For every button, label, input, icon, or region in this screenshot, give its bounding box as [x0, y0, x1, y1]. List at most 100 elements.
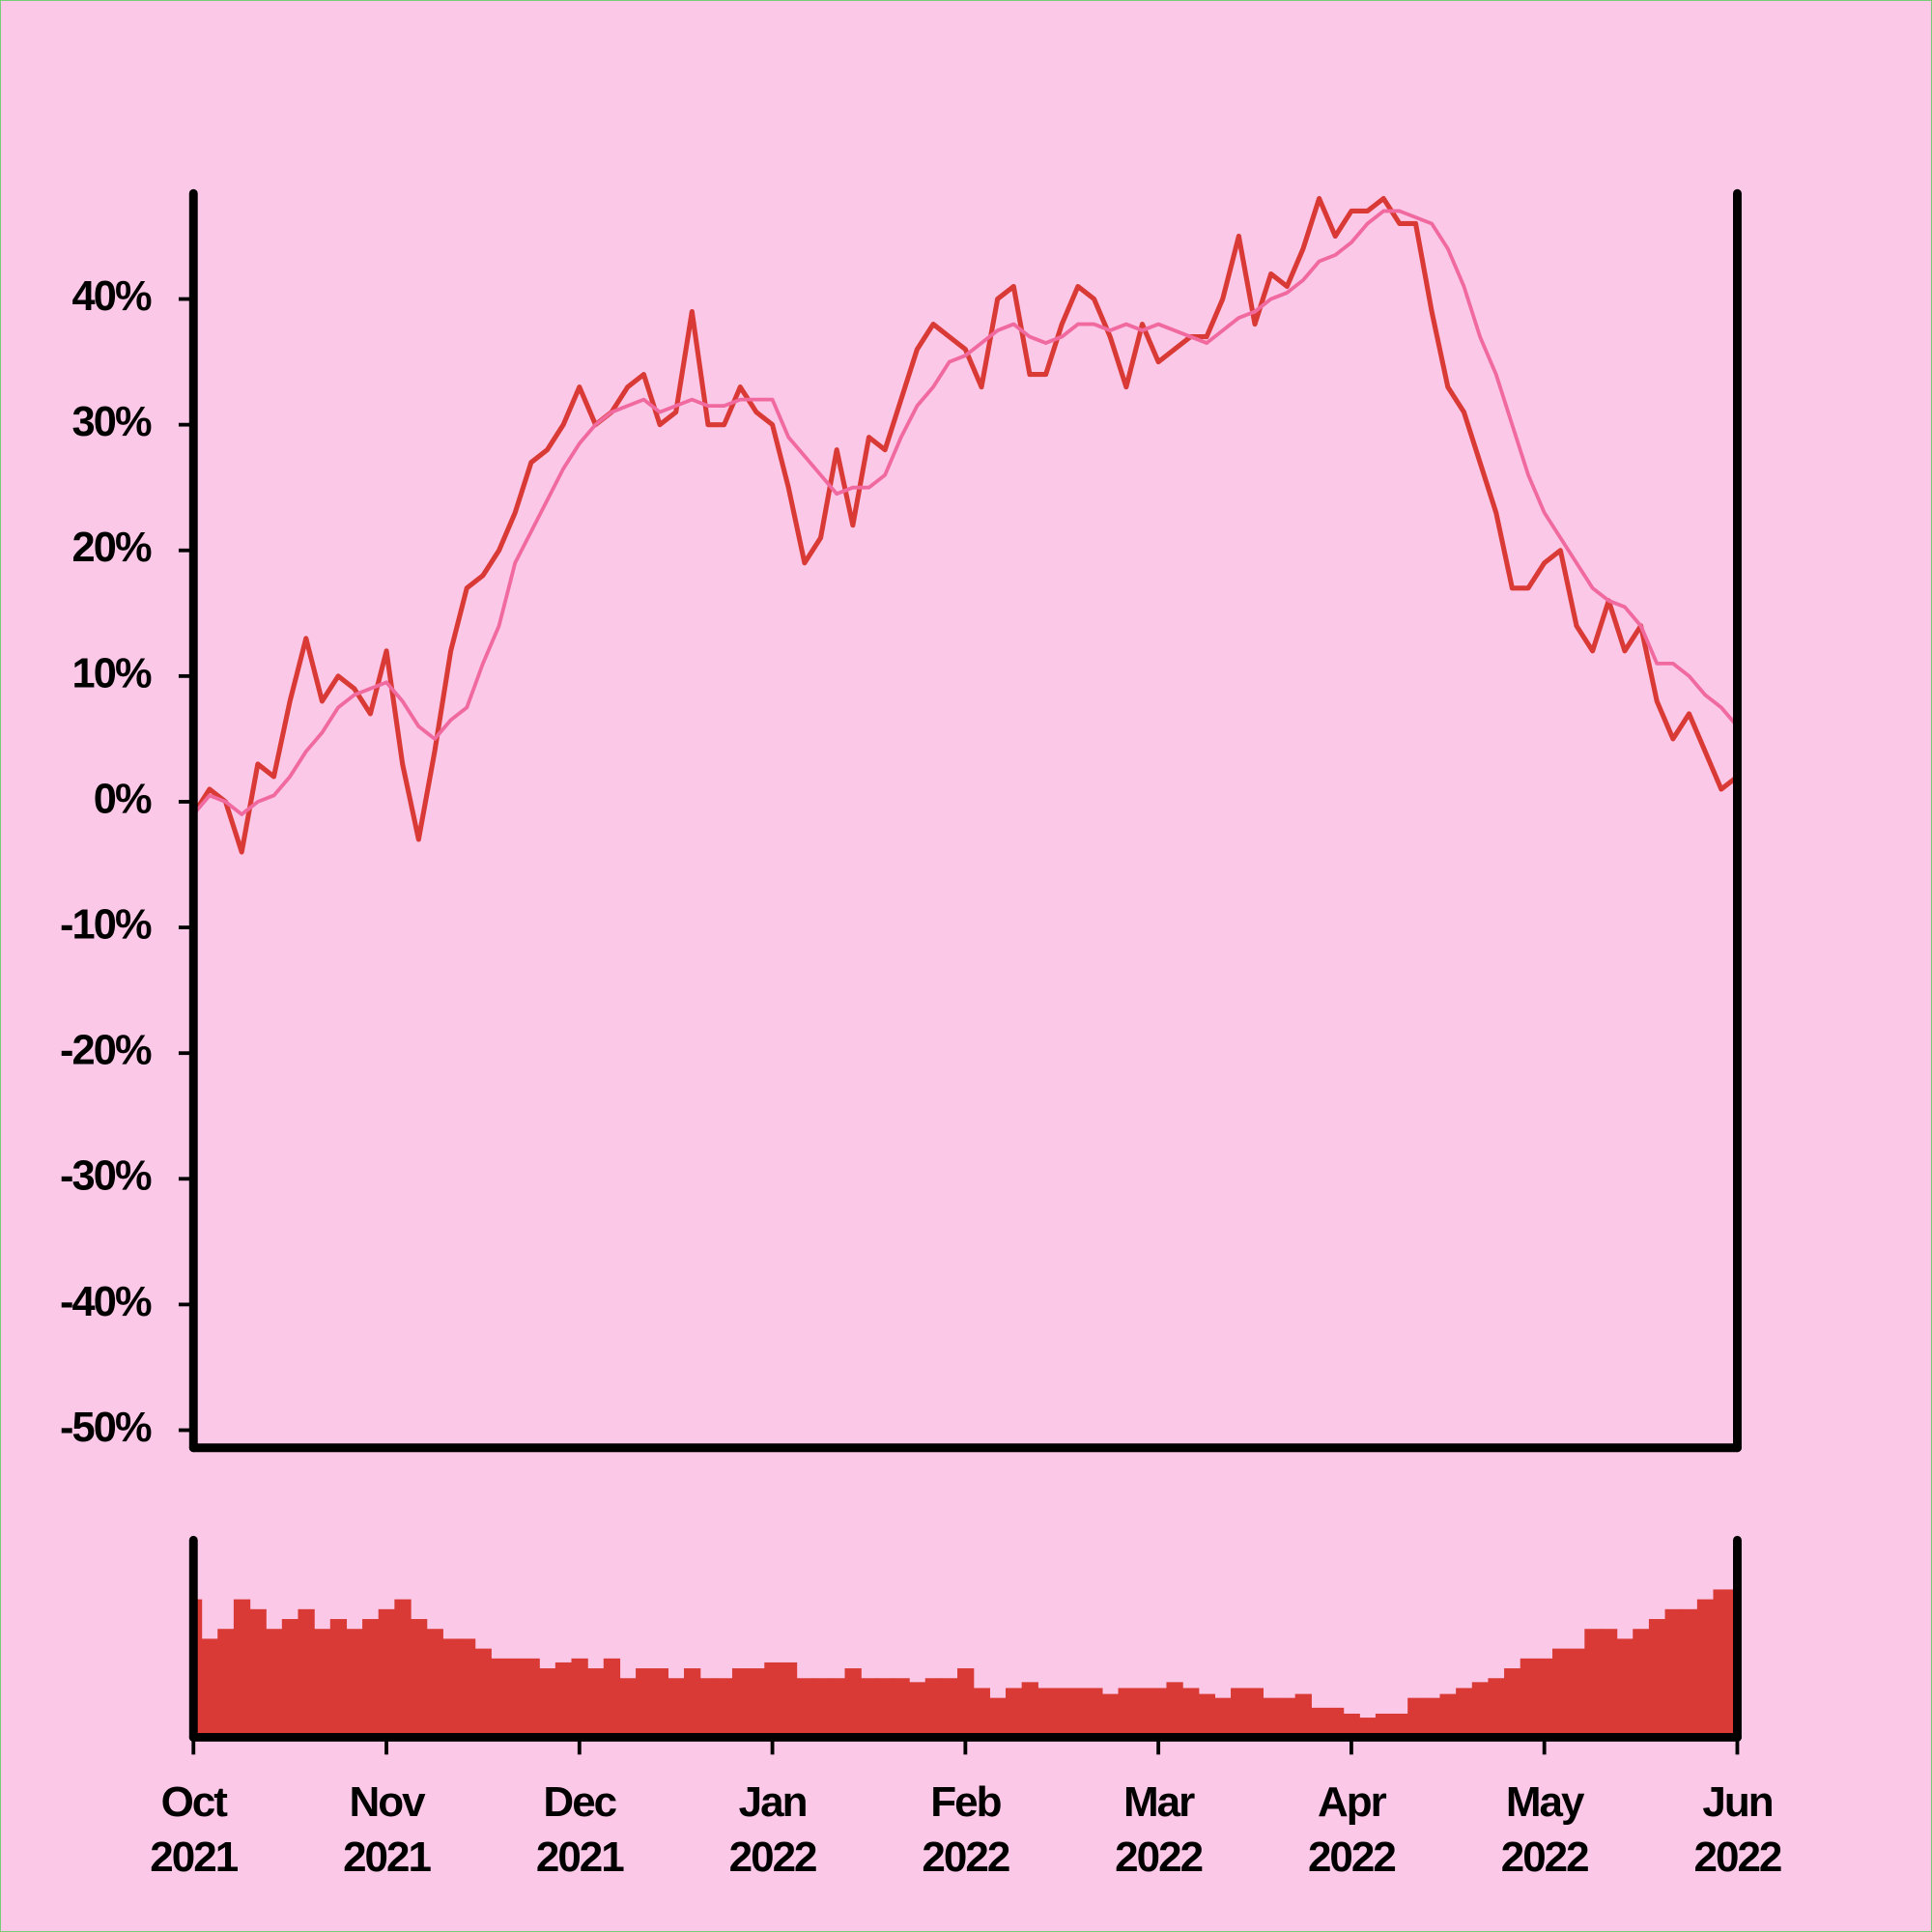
volume-bar: [748, 1668, 765, 1738]
volume-bar: [1391, 1713, 1408, 1738]
axes: -50% -40% -30% -20% -10% 0% 10% 20% 30% 40%: [60, 188, 1742, 1755]
volume-bar: [362, 1619, 380, 1738]
volume-bar: [764, 1662, 781, 1738]
volume-bar: [394, 1599, 412, 1738]
volume-bar: [1278, 1697, 1296, 1738]
x-tick-label: Mar 2022: [1115, 1777, 1204, 1881]
volume-bar: [1101, 1693, 1120, 1738]
volume-bar: [1520, 1658, 1538, 1738]
volume-bar: [699, 1678, 717, 1738]
volume-bar: [281, 1619, 299, 1738]
volume-bar: [1263, 1697, 1280, 1738]
volume-bar: [812, 1678, 830, 1738]
volume-bar: [603, 1658, 621, 1738]
volume-bar: [1471, 1682, 1490, 1738]
volume-bar: [1456, 1688, 1473, 1738]
volume-bar: [668, 1678, 685, 1738]
volume-bar: [506, 1658, 525, 1738]
y-tick-label: 40%: [72, 273, 152, 320]
volume-bar: [780, 1662, 798, 1738]
volume-bar: [1343, 1713, 1360, 1738]
volume-bar: [346, 1629, 363, 1738]
volume-bar: [554, 1662, 573, 1738]
volume-bar: [893, 1678, 910, 1738]
volume-bar: [1648, 1619, 1666, 1738]
volume-bar: [314, 1629, 331, 1738]
volume-bar: [233, 1599, 251, 1738]
volume-bar: [217, 1629, 235, 1738]
volume-bar: [619, 1678, 637, 1738]
volume-bar: [1536, 1658, 1553, 1738]
volume-bar: [1407, 1697, 1425, 1738]
volume-bar: [684, 1668, 701, 1738]
volume-bar: [909, 1682, 926, 1738]
volume-bar: [201, 1638, 218, 1738]
volume-bar: [539, 1668, 556, 1738]
volume-bar: [1568, 1648, 1585, 1738]
volume-bar: [1681, 1608, 1698, 1738]
price-line: [191, 195, 1740, 855]
volume-bar: [651, 1668, 669, 1738]
volume-bar: [587, 1668, 605, 1738]
volume-bar: [989, 1697, 1007, 1738]
volume-bar: [1600, 1629, 1618, 1738]
x-tick-label: Nov 2021: [343, 1777, 432, 1881]
volume-bar: [731, 1668, 750, 1738]
volume-bar: [442, 1638, 460, 1738]
price-panel: [191, 195, 1740, 855]
volume-bar: [266, 1629, 283, 1738]
volume-bar: [1182, 1688, 1200, 1738]
volume-bar: [973, 1688, 990, 1738]
volume-bar: [1294, 1693, 1312, 1738]
volume-bar: [876, 1678, 895, 1738]
volume-bar: [1696, 1599, 1715, 1738]
volume-bar: [1214, 1697, 1232, 1738]
volume-bar: [1198, 1693, 1216, 1738]
volume-bar: [1246, 1688, 1264, 1738]
y-tick-label: -10%: [60, 902, 152, 949]
x-tick-label: Oct 2021: [150, 1777, 239, 1881]
volume-bar: [1069, 1688, 1087, 1738]
x-tick-label: Jan 2022: [728, 1777, 818, 1881]
volume-bar: [411, 1619, 428, 1738]
x-tick-label: May 2022: [1500, 1777, 1590, 1881]
y-tick-label: -20%: [60, 1028, 152, 1074]
volume-bar: [193, 1599, 203, 1738]
volume-bar: [957, 1668, 975, 1738]
volume-bar: [1423, 1697, 1441, 1738]
volume-bar: [941, 1678, 958, 1738]
moving-average-line: [191, 209, 1739, 816]
volume-bar: [861, 1678, 878, 1738]
volume-bar: [1021, 1682, 1038, 1738]
volume-bar: [1150, 1688, 1168, 1738]
y-tick-label: -50%: [60, 1405, 152, 1451]
volume-bar: [523, 1658, 540, 1738]
x-tick-label: Feb 2022: [922, 1777, 1010, 1881]
volume-bar: [249, 1608, 267, 1738]
volume-bar: [844, 1668, 862, 1738]
y-tick-label: 20%: [72, 525, 152, 571]
x-tick-label: Jun 2022: [1693, 1777, 1783, 1881]
volume-bar: [796, 1678, 813, 1738]
volume-bar: [1713, 1589, 1730, 1738]
volume-bar: [1311, 1707, 1328, 1738]
volume-bar: [474, 1648, 492, 1738]
volume-bar: [1231, 1688, 1248, 1738]
volume-bar: [1488, 1678, 1505, 1738]
volume-bar: [491, 1658, 508, 1738]
volume-bar: [1053, 1688, 1071, 1738]
volume-bar: [1134, 1688, 1151, 1738]
volume-bar: [1166, 1682, 1183, 1738]
volume-bar: [298, 1608, 315, 1738]
y-tick-label: 0%: [94, 776, 152, 822]
volume-bar: [1552, 1648, 1570, 1738]
y-tick-label: 30%: [72, 399, 152, 445]
volume-bar: [1375, 1713, 1393, 1738]
y-tick-label: -30%: [60, 1153, 152, 1200]
volume-bar: [1439, 1693, 1457, 1738]
volume-bar: [716, 1678, 733, 1738]
volume-bar: [1005, 1688, 1023, 1738]
volume-bar: [828, 1678, 846, 1738]
volume-bar: [329, 1619, 348, 1738]
